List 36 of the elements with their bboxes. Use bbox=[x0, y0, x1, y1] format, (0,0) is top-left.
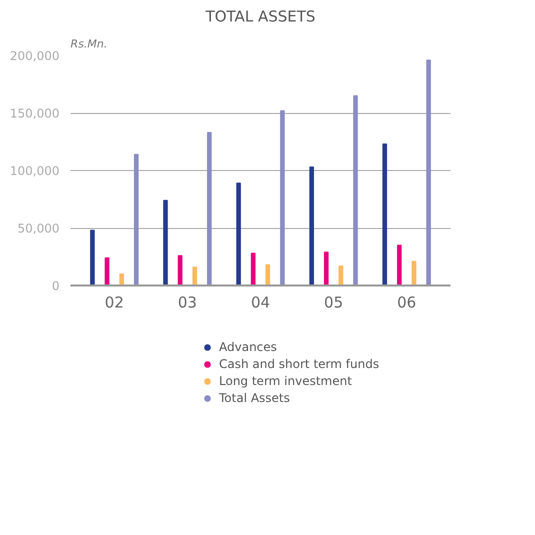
bar bbox=[412, 260, 416, 286]
x-tick-label: 06 bbox=[397, 294, 416, 312]
bar bbox=[236, 182, 241, 286]
x-tick-label: 03 bbox=[178, 294, 197, 312]
x-tick-label: 05 bbox=[324, 294, 344, 312]
y-tick-label: 150,000 bbox=[10, 106, 60, 120]
y-tick-label: 0 bbox=[52, 279, 60, 293]
bar bbox=[134, 154, 139, 286]
y-tick-label: 50,000 bbox=[18, 222, 60, 236]
bar bbox=[338, 265, 344, 286]
bar bbox=[163, 200, 168, 286]
bar bbox=[119, 274, 124, 286]
bar bbox=[250, 252, 256, 286]
legend-label: Advances bbox=[219, 340, 277, 354]
bar bbox=[382, 144, 388, 286]
bar bbox=[280, 110, 285, 286]
legend-label: Cash and short term funds bbox=[219, 357, 380, 371]
y-tick-label: 200,000 bbox=[10, 49, 60, 63]
chart-title: TOTAL ASSETS bbox=[204, 8, 316, 26]
bar bbox=[426, 60, 431, 286]
legend-label: Long term investment bbox=[219, 374, 352, 388]
bar bbox=[192, 266, 198, 286]
bar bbox=[309, 166, 314, 286]
y-tick-label: 100,000 bbox=[10, 164, 60, 178]
legend-label: Total Assets bbox=[219, 391, 290, 405]
x-tick-label: 04 bbox=[250, 294, 270, 312]
x-tick-label: 02 bbox=[104, 294, 124, 312]
bar bbox=[178, 255, 182, 286]
bar bbox=[207, 132, 212, 286]
bar bbox=[90, 230, 95, 286]
bar bbox=[397, 244, 402, 286]
y-axis-title: Rs.Mn. bbox=[70, 38, 108, 50]
bar bbox=[324, 252, 329, 286]
bar bbox=[104, 257, 110, 286]
bar bbox=[265, 264, 270, 286]
bar bbox=[353, 95, 358, 286]
